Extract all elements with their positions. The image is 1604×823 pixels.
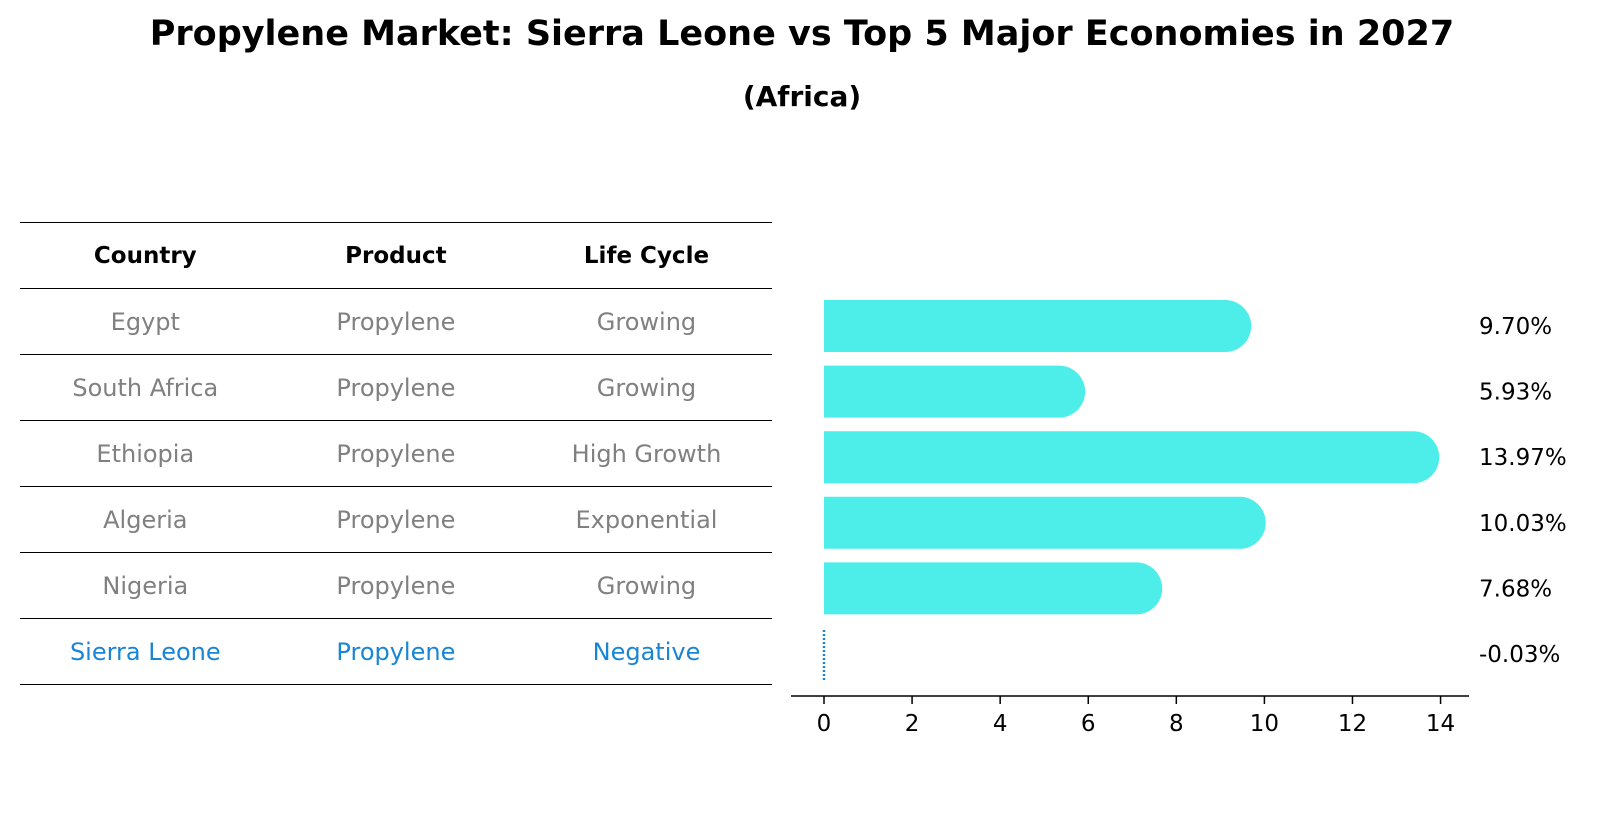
x-tick-label: 4: [993, 711, 1008, 737]
chart-title: Propylene Market: Sierra Leone vs Top 5 …: [149, 14, 1455, 54]
value-label: 10.03%: [1479, 511, 1567, 537]
table-row: Algeria Propylene Exponential: [20, 486, 772, 552]
data-table: Country Product Life Cycle Egypt Propyle…: [20, 222, 772, 685]
table-header-row: Country Product Life Cycle: [20, 222, 772, 288]
cell-country: Ethiopia: [96, 439, 195, 468]
cell-life-cycle: Negative: [592, 637, 701, 666]
value-label: 9.70%: [1479, 314, 1552, 340]
cell-country: South Africa: [72, 373, 219, 402]
x-tick-label: 6: [1081, 711, 1096, 737]
chart-subtitle: (Africa): [742, 80, 862, 113]
table-row: Egypt Propylene Growing: [20, 288, 772, 354]
header-product: Product: [345, 242, 447, 269]
cell-product: Propylene: [336, 439, 456, 468]
cell-country: Sierra Leone: [69, 637, 221, 666]
cell-life-cycle: High Growth: [571, 439, 722, 468]
header-life-cycle: Life Cycle: [583, 242, 710, 269]
cell-life-cycle: Growing: [596, 373, 697, 402]
x-tick-label: 0: [817, 711, 832, 737]
x-tick-label: 8: [1169, 711, 1184, 737]
table-row: Ethiopia Propylene High Growth: [20, 420, 772, 486]
cell-product: Propylene: [336, 505, 456, 534]
cell-life-cycle: Exponential: [575, 505, 718, 534]
cell-product: Propylene: [336, 307, 456, 336]
x-tick-label: 2: [905, 711, 920, 737]
cell-life-cycle: Growing: [596, 571, 697, 600]
cell-product: Propylene: [336, 571, 456, 600]
bar-ethiopia: [824, 431, 1440, 484]
bar-south-africa: [824, 365, 1086, 418]
x-tick-label: 12: [1338, 711, 1367, 737]
value-label: 5.93%: [1479, 380, 1552, 406]
cell-country: Egypt: [110, 307, 180, 336]
cell-product: Propylene: [336, 637, 456, 666]
cell-country: Nigeria: [102, 571, 189, 600]
x-tick-label: 14: [1426, 711, 1455, 737]
value-label: 7.68%: [1479, 576, 1552, 602]
value-label: -0.03%: [1479, 642, 1560, 668]
table-row: Nigeria Propylene Growing: [20, 552, 772, 618]
cell-life-cycle: Growing: [596, 307, 697, 336]
bar-algeria: [824, 496, 1266, 549]
header-country: Country: [93, 242, 197, 269]
table-row: South Africa Propylene Growing: [20, 354, 772, 420]
cell-country: Algeria: [103, 505, 188, 534]
value-label: 13.97%: [1479, 445, 1567, 471]
bar-egypt: [824, 300, 1252, 352]
cell-product: Propylene: [336, 373, 456, 402]
table-row-highlighted: Sierra Leone Propylene Negative: [20, 618, 772, 685]
x-tick-label: 10: [1250, 711, 1279, 737]
bar-nigeria: [824, 562, 1163, 615]
